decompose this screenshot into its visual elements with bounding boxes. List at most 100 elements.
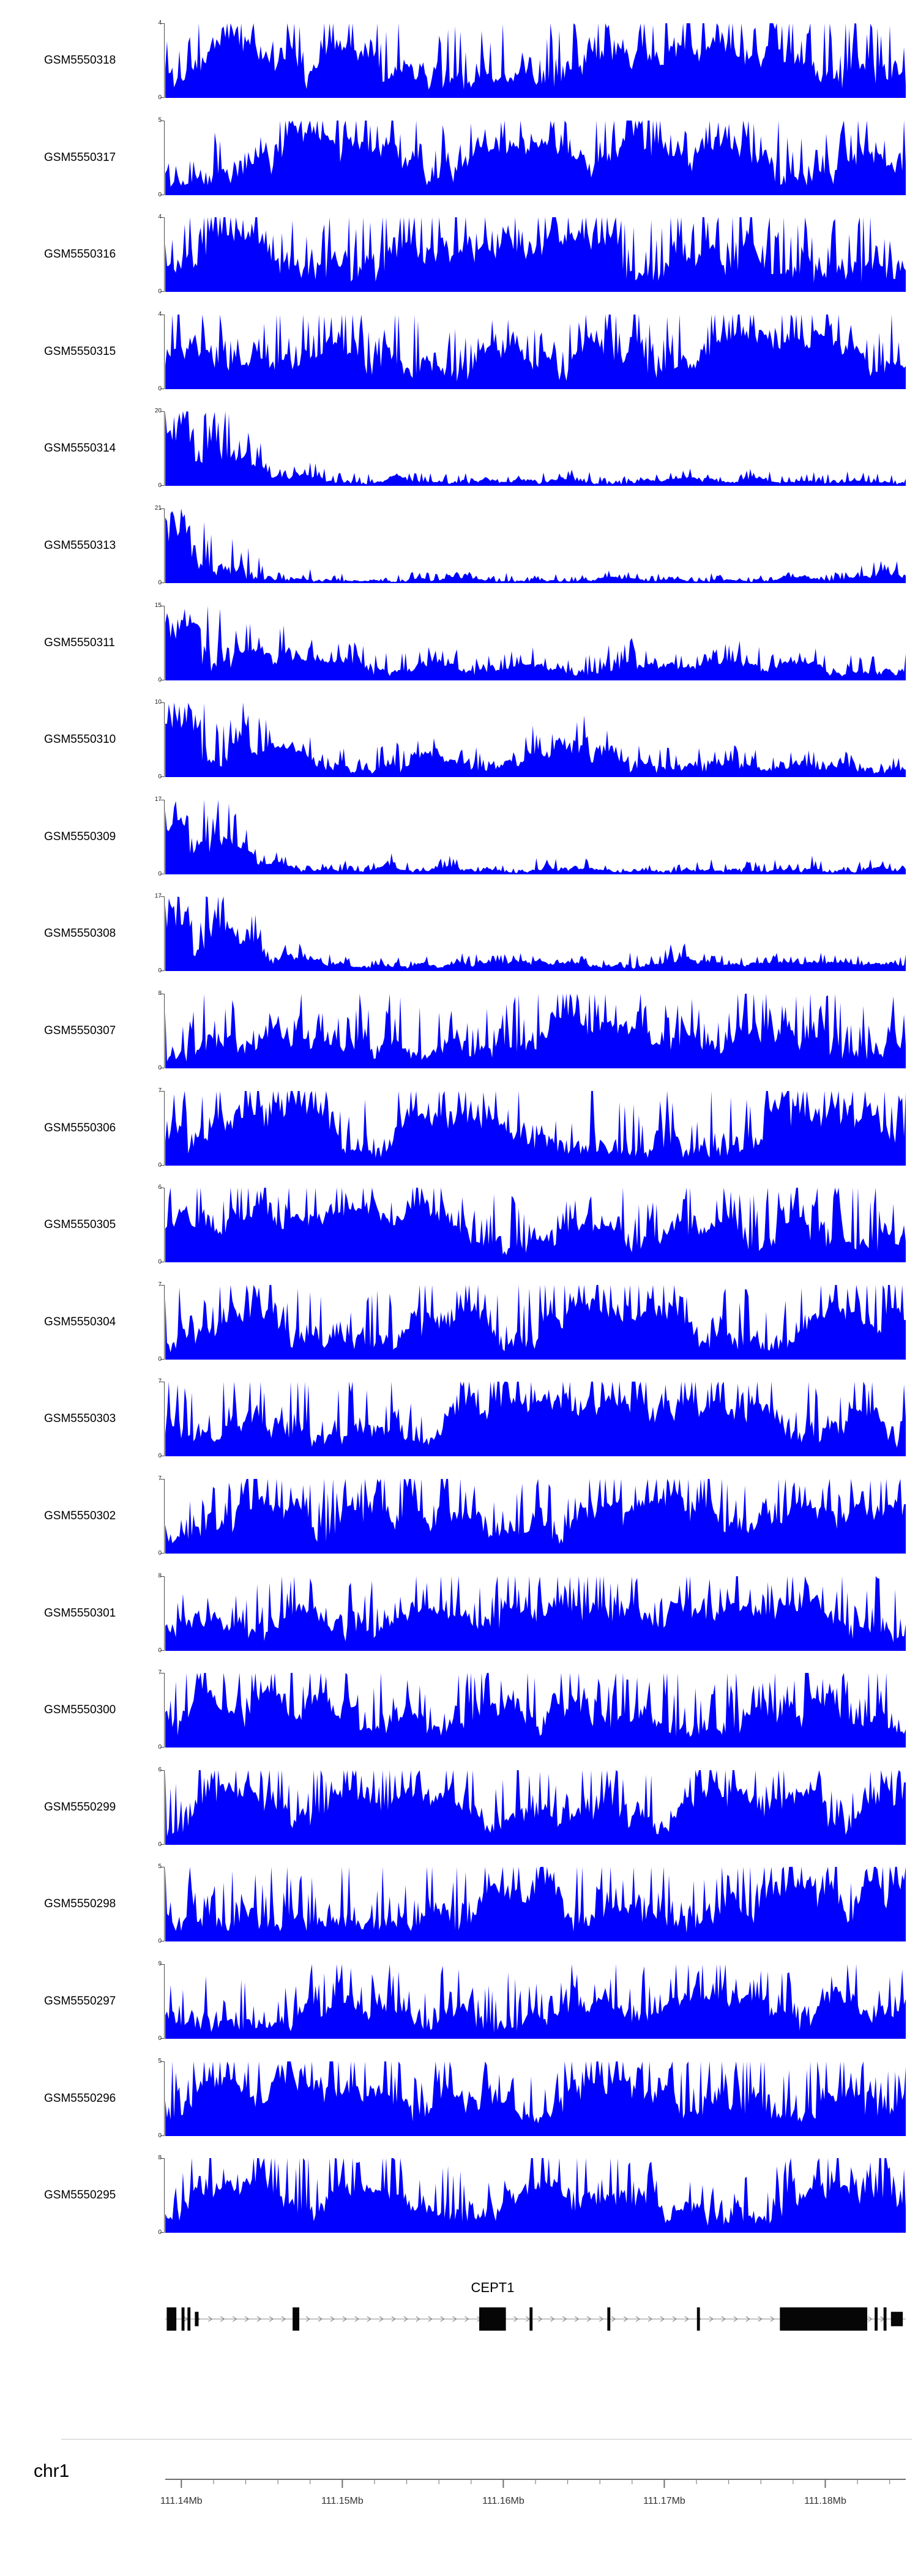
- axis-tick-label: 111.16Mb: [482, 2496, 524, 2506]
- y-axis-line: [164, 508, 165, 583]
- exon-block: [529, 2307, 533, 2331]
- signal-polygon: [165, 1382, 906, 1456]
- track-name-label: GSM5550310: [44, 733, 116, 746]
- y-axis-tick: [160, 1479, 164, 1480]
- strand-arrow-icon: [244, 2316, 250, 2322]
- signal-polygon: [165, 315, 906, 389]
- track-name-label: GSM5550316: [44, 248, 116, 261]
- strand-arrow-icon: [672, 2316, 677, 2322]
- y-axis-tick: [160, 2135, 164, 2136]
- gene-model-track: [165, 2307, 906, 2331]
- y-axis-min-label: 0: [158, 1938, 162, 1945]
- y-axis-tick: [160, 1650, 164, 1651]
- strand-arrow-icon: [367, 2316, 372, 2322]
- signal-polygon: [165, 1867, 906, 1941]
- y-axis-tick: [160, 2061, 164, 2062]
- signal-polygon: [165, 121, 906, 195]
- signal-track-GSM5550307: GSM5550307 8 0: [0, 991, 918, 1071]
- strand-arrow-icon: [623, 2316, 629, 2322]
- strand-arrow-icon: [575, 2316, 580, 2322]
- y-axis-tick: [160, 23, 164, 24]
- y-axis-max-label: 9: [158, 1960, 162, 1967]
- genome-axis-track: 111.14Mb 111.15Mb 111.16Mb 111.17Mb 111.18Mb: [160, 2479, 906, 2506]
- signal-track-GSM5550311: GSM5550311 15 0: [0, 603, 918, 683]
- strand-arrow-icon: [233, 2316, 237, 2322]
- exon-block: [607, 2307, 611, 2331]
- y-axis-tick: [160, 411, 164, 412]
- signal-area-plot: [165, 508, 906, 583]
- y-axis-max-label: 7: [158, 1669, 162, 1676]
- strand-arrow-icon: [611, 2316, 616, 2322]
- signal-area-plot: [165, 2061, 906, 2136]
- track-name-label: GSM5550295: [44, 2189, 116, 2202]
- y-axis-tick: [160, 2038, 164, 2039]
- signal-track-GSM5550318: GSM5550318 4 0: [0, 20, 918, 101]
- signal-polygon: [165, 1770, 906, 1845]
- signal-area-plot: [165, 217, 906, 292]
- track-name-label: GSM5550313: [44, 539, 116, 552]
- y-axis-line: [164, 606, 165, 680]
- signal-area-plot: [165, 2158, 906, 2233]
- y-axis-max-label: 7: [158, 1378, 162, 1385]
- signal-area-plot: [165, 1964, 906, 2039]
- track-name-label: GSM5550317: [44, 151, 116, 164]
- y-axis-min-label: 0: [158, 579, 162, 586]
- strand-arrow-icon: [733, 2316, 738, 2322]
- y-axis-min-label: 0: [158, 1550, 162, 1557]
- y-axis-max-label: 17: [154, 796, 162, 803]
- strand-arrow-icon: [452, 2316, 457, 2322]
- signal-area-plot: [165, 1576, 906, 1651]
- exon-block: [166, 2307, 177, 2331]
- axis-tick-label: 111.17Mb: [643, 2496, 685, 2506]
- signal-polygon: [165, 1479, 906, 1554]
- track-name-label: GSM5550308: [44, 927, 116, 940]
- axis-tick-label: 111.14Mb: [160, 2496, 203, 2506]
- signal-polygon: [165, 1673, 906, 1748]
- y-axis-line: [164, 800, 165, 874]
- y-axis-tick: [160, 508, 164, 509]
- y-axis-min-label: 0: [158, 192, 162, 198]
- track-name-label: GSM5550297: [44, 1995, 116, 2008]
- signal-track-GSM5550303: GSM5550303 7 0: [0, 1378, 918, 1459]
- track-name-label: GSM5550304: [44, 1316, 116, 1328]
- y-axis-line: [164, 121, 165, 195]
- y-axis-min-label: 0: [158, 94, 162, 101]
- signal-track-GSM5550308: GSM5550308 17 0: [0, 893, 918, 974]
- y-axis-min-label: 0: [158, 1065, 162, 1071]
- y-axis-line: [164, 217, 165, 292]
- signal-polygon: [165, 2061, 906, 2136]
- track-name-label: GSM5550315: [44, 345, 116, 358]
- track-name-label: GSM5550302: [44, 1509, 116, 1522]
- strand-arrow-icon: [379, 2316, 384, 2322]
- y-axis-min-label: 0: [158, 1259, 162, 1265]
- y-axis-min-label: 0: [158, 2132, 162, 2139]
- y-axis-tick: [160, 702, 164, 703]
- y-axis-line: [164, 2061, 165, 2136]
- signal-track-GSM5550305: GSM5550305 6 0: [0, 1185, 918, 1265]
- strand-arrow-icon: [513, 2316, 518, 2322]
- y-axis-max-label: 4: [158, 214, 162, 220]
- strand-arrow-icon: [342, 2316, 348, 2322]
- y-axis-min-label: 0: [158, 677, 162, 683]
- track-name-label: GSM5550296: [44, 2092, 116, 2105]
- y-axis-line: [164, 2158, 165, 2233]
- y-axis-tick: [160, 2158, 164, 2159]
- y-axis-max-label: 6: [158, 1766, 162, 1773]
- y-axis-max-label: 10: [154, 699, 162, 705]
- signal-area-plot: [165, 800, 906, 874]
- strand-arrow-icon: [745, 2316, 750, 2322]
- y-axis-tick: [160, 1359, 164, 1360]
- y-axis-max-label: 5: [158, 1863, 162, 1870]
- signal-polygon: [165, 411, 906, 486]
- y-axis-line: [164, 1964, 165, 2039]
- signal-area-plot: [165, 23, 906, 98]
- signal-area-plot: [165, 1382, 906, 1456]
- y-axis-line: [164, 1770, 165, 1845]
- track-name-label: GSM5550309: [44, 830, 116, 843]
- strand-arrow-icon: [465, 2316, 469, 2322]
- exon-block: [479, 2307, 506, 2331]
- y-axis-tick: [160, 1576, 164, 1577]
- signal-area-plot: [165, 315, 906, 389]
- y-axis-tick: [160, 776, 164, 777]
